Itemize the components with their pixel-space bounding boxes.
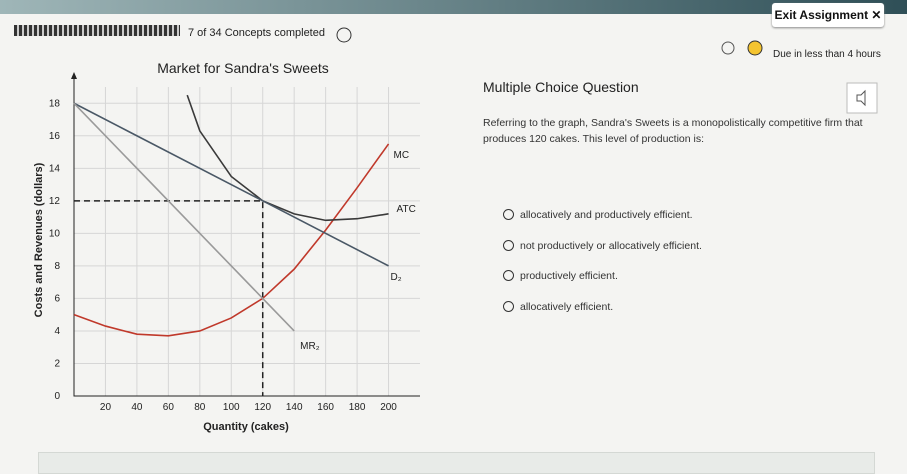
option[interactable]: allocatively and productively efficient. [503,209,693,221]
x-tick-label: 140 [286,402,303,413]
x-tick-label: 80 [194,402,206,413]
series-line [73,102,389,267]
series-line [73,102,295,332]
series-label: D₂ [391,272,402,283]
icons [336,27,763,56]
x-tick-label: 160 [317,402,334,413]
y-tick-label: 16 [49,131,61,142]
series-line [73,143,390,337]
clock-icon [721,41,735,55]
x-tick-label: 120 [254,402,271,413]
progress-bar [14,25,180,36]
due-text: Due in less than 4 hours [773,49,881,60]
chart-title: Market for Sandra's Sweets [157,60,329,76]
audio-button[interactable] [846,82,878,114]
series-line [186,94,389,222]
y-tick-label: 8 [54,261,60,272]
top-bar [0,0,907,14]
option[interactable]: allocatively efficient. [502,301,614,313]
x-tick-label: 180 [349,402,366,413]
question-prompt: Referring to the graph, Sandra's Sweets … [483,117,863,145]
x-tick-label: 40 [131,402,143,413]
y-tick-label: 14 [49,163,61,174]
x-tick-label: 200 [380,402,397,413]
y-tick-label: 4 [54,326,60,337]
x-axis-label: Quantity (cakes) [203,421,289,433]
guide-line [74,200,264,396]
exit-button[interactable]: Exit Assignment ✕ [772,3,884,27]
chart: Market for Sandra's Sweets Quantity (cak… [33,60,420,433]
x-tick-label: 20 [100,402,112,413]
y-tick-label: 6 [54,293,60,304]
y-tick-label: 0 [54,391,60,402]
progress-text: 7 of 34 Concepts completed [188,27,325,39]
info-icon[interactable] [336,27,352,43]
alert-icon [747,40,763,56]
y-tick-label: 10 [49,228,61,239]
axes [73,73,420,397]
x-tick-label: 60 [163,402,175,413]
option[interactable]: productively efficient. [503,270,618,282]
y-tick-label: 18 [49,98,61,109]
y-tick-label: 2 [54,358,60,369]
series-label: MC [394,150,410,161]
series-label: ATC [397,204,416,215]
y-tick-label: 12 [49,196,61,207]
exit-label: Exit Assignment [774,8,869,22]
y-axis-label: Costs and Revenues (dollars) [33,162,45,317]
x-tick-label: 100 [223,402,240,413]
axis-arrow [71,72,77,79]
option[interactable]: not productively or allocatively efficie… [503,240,702,252]
footer-bar [38,452,875,474]
question-heading: Multiple Choice Question [483,79,639,95]
series-label: MR₂ [300,341,320,352]
